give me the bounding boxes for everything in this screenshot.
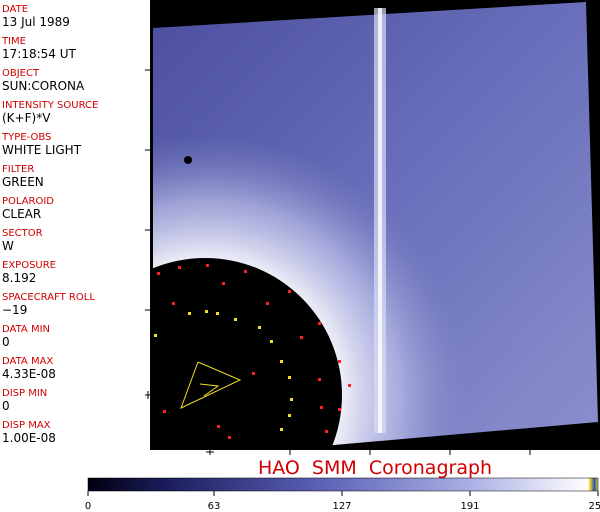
- display-title: HAO SMM Coronagraph: [258, 457, 492, 479]
- field-label: SECTOR: [2, 228, 43, 239]
- colorbar-tick-label: 255: [588, 501, 600, 512]
- field-value: 0: [2, 399, 10, 413]
- field-value: 1.00E-08: [2, 431, 56, 445]
- corona-image: [150, 2, 598, 450]
- field-label: DISP MIN: [2, 388, 47, 399]
- field-value: 17:18:54 UT: [2, 47, 76, 61]
- field-label: DATA MAX: [2, 356, 53, 367]
- field-label: TYPE-OBS: [1, 132, 51, 143]
- field-value: 0: [2, 335, 10, 349]
- colorbar-tick-label: 63: [208, 501, 221, 512]
- field-value: 4.33E-08: [2, 367, 56, 381]
- field-value: 13 Jul 1989: [2, 15, 70, 29]
- field-value: (K+F)*V: [2, 111, 51, 125]
- field-label: DATA MIN: [2, 324, 50, 335]
- field-label: DATE: [2, 4, 28, 15]
- field-label: SPACECRAFT ROLL: [2, 292, 95, 303]
- colorbar-tick-label: 191: [460, 501, 479, 512]
- field-value: GREEN: [2, 175, 44, 189]
- colorbar-tick-label: 0: [85, 501, 91, 512]
- field-value: CLEAR: [2, 207, 41, 221]
- axis-ticks: [145, 69, 531, 455]
- colorbar: [87, 477, 599, 492]
- field-label: EXPOSURE: [2, 260, 56, 271]
- field-value: SUN:CORONA: [2, 79, 85, 93]
- field-value: W: [2, 239, 14, 253]
- field-label: OBJECT: [2, 68, 40, 79]
- field-label: FILTER: [2, 164, 34, 175]
- field-label: TIME: [1, 36, 26, 47]
- field-label: POLAROID: [2, 196, 54, 207]
- field-label: DISP MAX: [2, 420, 51, 431]
- field-value: −19: [2, 303, 27, 317]
- colorbar-tick-label: 127: [332, 501, 351, 512]
- field-value: 8.192: [2, 271, 36, 285]
- field-label: INTENSITY SOURCE: [2, 100, 98, 111]
- field-value: WHITE LIGHT: [2, 143, 82, 157]
